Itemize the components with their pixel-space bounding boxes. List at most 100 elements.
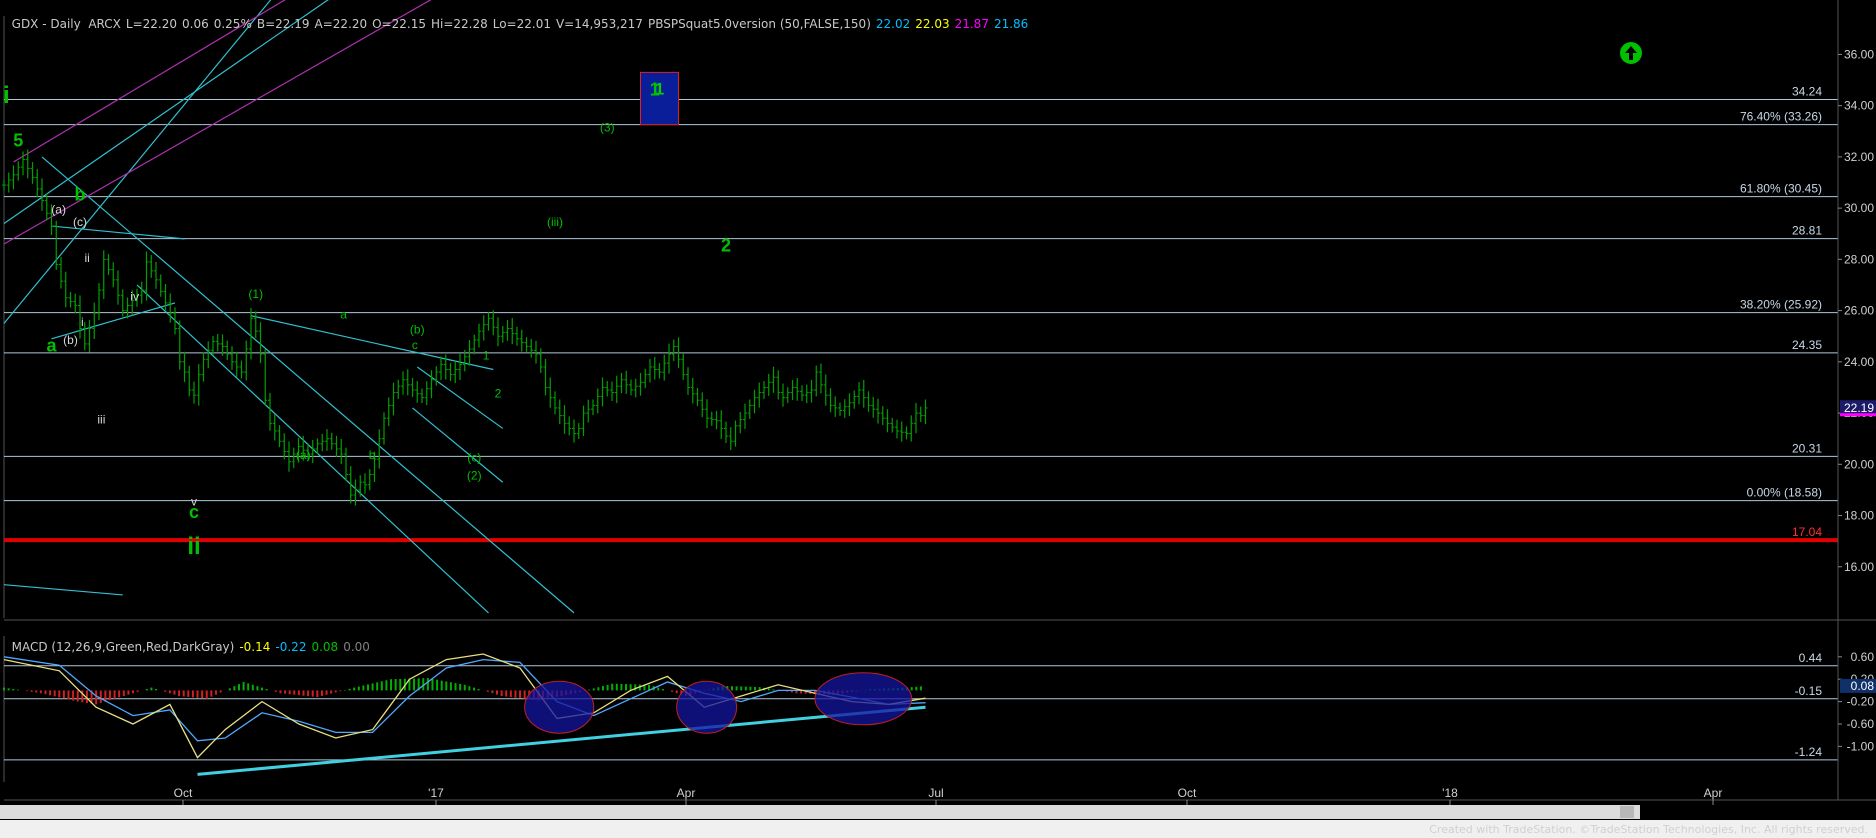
channel-line	[412, 407, 504, 483]
price-bar	[139, 281, 144, 304]
price-bar	[158, 274, 163, 297]
wave-label-minor: 2	[495, 387, 502, 401]
price-bar	[443, 354, 448, 380]
price-bar	[880, 406, 885, 426]
price-bar	[610, 381, 614, 402]
price-bar	[648, 359, 652, 383]
price-bar	[510, 318, 515, 345]
price-bar	[282, 433, 287, 460]
wave-label-primary: a	[46, 336, 57, 356]
price-bar	[557, 399, 562, 425]
price-bar	[315, 438, 320, 455]
price-bar	[439, 356, 443, 381]
price-axis-label: 20.00	[1844, 457, 1874, 471]
macd-signal-value: -0.22	[275, 640, 307, 654]
price-bar	[709, 411, 714, 426]
price-bar	[25, 149, 30, 179]
level-label: 20.31	[1792, 441, 1822, 455]
price-bar	[524, 337, 529, 352]
wave-label-minor: (c)	[467, 451, 481, 465]
price-bar	[776, 370, 781, 400]
price-bar	[173, 307, 177, 335]
wave-label-minor: (iii)	[547, 215, 563, 229]
price-bar	[847, 393, 852, 417]
macd-line	[3, 653, 926, 759]
price-bar	[809, 380, 814, 403]
price-bar	[895, 419, 899, 439]
wave-label-primary: i	[3, 82, 10, 109]
price-bar	[605, 381, 610, 397]
price-bar	[21, 151, 25, 176]
price-bar	[196, 364, 201, 406]
horizontal-scrollbar[interactable]	[0, 805, 1640, 819]
price-bar	[671, 339, 676, 362]
price-pane[interactable]: 34.24 76.40% (33.26) 61.80% (30.45) 28.81 38…	[2, 0, 1876, 621]
price-axis-label: 28.00	[1844, 252, 1874, 266]
time-axis-label: Oct	[1178, 786, 1197, 800]
macd-value: -0.14	[239, 640, 271, 654]
price-bar	[876, 398, 880, 424]
time-axis-label: Oct	[174, 786, 193, 800]
magenta-trend-line	[13, 0, 286, 163]
price-bar	[144, 251, 149, 301]
time-axis-label: '18	[1442, 786, 1458, 800]
time-axis-label: '17	[428, 786, 444, 800]
price-bar	[771, 366, 776, 393]
price-bar	[581, 405, 586, 436]
price-bar	[367, 469, 372, 491]
price-bar	[690, 377, 695, 404]
macd-highlight-ellipse	[676, 680, 738, 734]
price-bar	[833, 396, 838, 417]
price-bar	[842, 399, 847, 418]
price-axis-label: 30.00	[1844, 201, 1874, 215]
price-bar	[206, 341, 211, 369]
price-bar	[576, 423, 581, 439]
macd-hist-value: 0.08	[311, 640, 339, 654]
net-change: 0.06	[182, 17, 209, 31]
price-bar	[396, 379, 401, 399]
up-arrow-icon-glyph	[1625, 46, 1637, 60]
price-axis-label: 26.00	[1844, 304, 1874, 318]
price-bar	[586, 399, 591, 423]
macd-signal-line	[3, 656, 926, 742]
price-bar	[306, 443, 310, 461]
price-bar	[154, 261, 158, 289]
channel-line	[51, 225, 185, 240]
wave-label-primary: 2	[721, 236, 731, 256]
price-bar	[87, 320, 92, 353]
percent-change: 0.25%	[213, 17, 252, 31]
price-bar	[410, 377, 415, 397]
price-bar	[486, 312, 491, 331]
price-bar	[448, 363, 453, 382]
price-bar	[116, 270, 120, 305]
price-bar	[253, 311, 258, 339]
price-bar	[358, 475, 363, 497]
macd-header: MACD (12,26,9,Green,Red,DarkGray) -0.14 -0…	[4, 626, 375, 654]
macd-highlight-ellipse	[814, 672, 913, 726]
price-bar	[287, 441, 291, 472]
price-bar	[728, 427, 733, 451]
price-bar	[595, 388, 600, 414]
price-bar	[757, 382, 762, 408]
price-axis-label: 18.00	[1844, 509, 1874, 523]
price-bar	[220, 334, 225, 356]
wave-label-primary: 1	[650, 79, 660, 99]
target-box	[640, 71, 679, 126]
level-label: 38.20% (25.92)	[1740, 298, 1822, 312]
price-bar	[182, 351, 187, 383]
price-bar	[629, 379, 633, 396]
price-bar	[258, 322, 263, 364]
time-axis-label: Apr	[1704, 786, 1723, 800]
price-bar	[320, 433, 325, 452]
price-bar	[268, 392, 272, 431]
price-bar	[201, 352, 206, 382]
indicator-value-4: 21.86	[993, 17, 1029, 31]
macd-pane[interactable]: 0.44 -0.15 -1.24	[3, 636, 1838, 782]
price-bar	[467, 340, 472, 366]
indicator-value-3: 21.87	[954, 17, 989, 31]
price-bar	[790, 380, 795, 400]
price-bar	[505, 320, 510, 341]
price-bar	[662, 354, 667, 381]
scrollbar-thumb[interactable]	[1620, 806, 1634, 818]
price-bar	[405, 369, 410, 396]
